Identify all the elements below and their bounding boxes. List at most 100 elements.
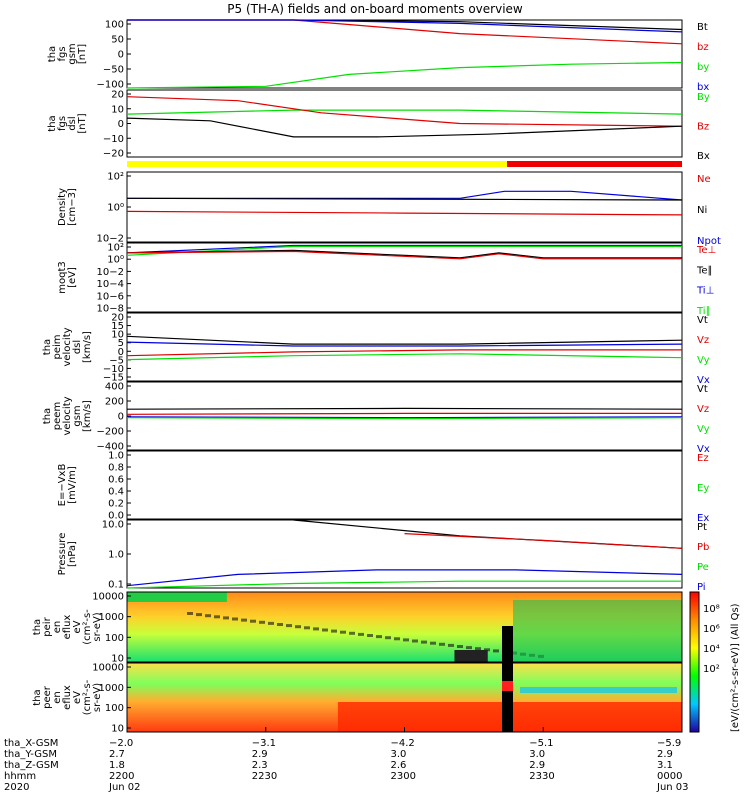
footer-row-label: tha_Y-GSM xyxy=(4,749,58,760)
series-ti∥-line xyxy=(126,245,682,256)
ion-spectrogram-speckle xyxy=(376,635,382,639)
ion-spectrogram-speckle xyxy=(430,641,436,645)
y-tick-label: 10−6 xyxy=(97,291,124,302)
series-bx-line xyxy=(126,117,683,138)
legend-entry: bx xyxy=(697,82,709,93)
y-tick-label: 20 xyxy=(111,313,124,324)
y-tick-label: 10−4 xyxy=(97,279,124,290)
colorbar-tick-label: 10⁶ xyxy=(703,624,720,635)
series-bz-line xyxy=(127,19,683,45)
series-by-line xyxy=(126,109,683,115)
ion-spectrogram-speckle xyxy=(466,646,472,650)
y-tick-label: 10 xyxy=(111,654,124,665)
ion-spectrogram-speckle xyxy=(340,630,346,634)
ion-spectrogram-gap xyxy=(502,626,513,662)
y-tick-label: −15 xyxy=(103,373,124,384)
panel-frame xyxy=(126,591,683,663)
y-axis-label: gsm xyxy=(72,405,83,426)
legend-entry: Ez xyxy=(697,453,709,464)
legend-entry: Vt xyxy=(697,384,708,395)
footer-value: Jun 02 xyxy=(109,782,141,793)
ion-spectrogram-speckle xyxy=(313,627,319,631)
y-axis-label: (cm²-s- xyxy=(82,679,93,715)
ion-spectrogram-speckle xyxy=(187,612,193,615)
y-axis-label: sr-eV) xyxy=(92,612,103,641)
colorbar xyxy=(689,591,700,733)
series-ti⊥-line xyxy=(126,244,682,254)
footer-value: 2.6 xyxy=(390,760,407,771)
ion-spectrogram-green xyxy=(513,600,682,662)
y-axis-label: eV xyxy=(72,691,83,704)
y-axis-label: peir xyxy=(42,616,53,636)
ion-spectrogram-speckle xyxy=(394,637,400,641)
y-axis-label: sr-eV) xyxy=(92,683,103,712)
footer-value: 1.8 xyxy=(109,760,125,771)
y-axis-label: velocity xyxy=(62,327,73,366)
series-vz-line xyxy=(126,349,682,357)
panel-frame xyxy=(126,312,683,382)
y-axis-label: tha xyxy=(32,689,43,705)
y-axis-label: dsl xyxy=(67,116,78,130)
series-bz-line xyxy=(126,96,683,127)
legend-entry: Npot xyxy=(697,236,721,247)
y-tick-label: 10² xyxy=(107,243,124,254)
colorbar-tick-label: 10⁴ xyxy=(703,644,720,655)
ion-spectrogram-speckle xyxy=(457,645,463,648)
ion-spectrogram-speckle xyxy=(493,649,499,653)
y-axis-label: [km/s] xyxy=(82,331,93,363)
y-tick-label: 100 xyxy=(105,703,124,714)
y-tick-label: 10⁰ xyxy=(107,255,124,266)
y-axis-label: peem xyxy=(52,402,63,430)
series-pe-line xyxy=(126,580,682,589)
footer-value: −4.2 xyxy=(390,738,415,749)
y-tick-label: 10000 xyxy=(92,663,124,674)
electron-spectrogram-gap xyxy=(502,663,513,732)
y-tick-label: 0 xyxy=(118,50,124,61)
legend-entry: Te⊥ xyxy=(696,245,716,256)
series-vx-line xyxy=(126,341,683,347)
legend-entry: Ey xyxy=(697,483,709,494)
y-tick-label: 50 xyxy=(111,35,124,46)
series-bx-line xyxy=(127,19,683,33)
y-axis-label: (cm²-s- xyxy=(82,609,93,645)
ion-spectrogram-speckle xyxy=(349,631,355,635)
ion-spectrogram-speckle xyxy=(196,613,202,617)
footer-row-label: hhmm xyxy=(4,771,37,782)
y-tick-label: 10 xyxy=(111,724,124,735)
y-tick-label: 200 xyxy=(105,397,124,408)
y-tick-label: 10.0 xyxy=(102,520,124,531)
ion-spectrogram-speckle xyxy=(358,632,364,636)
series-te∥-line xyxy=(126,249,682,259)
y-axis-label: [eV] xyxy=(67,267,78,288)
y-axis-label: gsm xyxy=(67,43,78,64)
legend-entry: Vx xyxy=(697,375,710,386)
y-tick-label: 0 xyxy=(118,412,124,423)
y-axis-label: eV xyxy=(72,620,83,633)
legend-entry: Vy xyxy=(697,355,710,366)
electron-spectrogram-band xyxy=(520,687,677,693)
series-pi-line xyxy=(126,569,683,587)
y-axis-label: Density xyxy=(57,188,68,226)
y-tick-label: 0 xyxy=(118,347,124,358)
y-axis-label: tha xyxy=(42,339,53,355)
y-tick-label: 15 xyxy=(111,321,124,332)
y-axis-label: tha xyxy=(42,408,53,424)
y-tick-label: 0.1 xyxy=(108,580,124,591)
ion-spectrogram-speckle xyxy=(286,624,292,628)
ion-spectrogram-speckle xyxy=(241,618,247,622)
footer-value: 2330 xyxy=(529,771,555,782)
y-tick-label: 1000 xyxy=(99,612,124,623)
y-tick-label: 400 xyxy=(105,382,124,393)
panel-frame xyxy=(126,381,683,451)
y-axis-label: [km/s] xyxy=(82,400,93,432)
y-axis-label: fgs xyxy=(57,116,68,131)
legend-entry: Vx xyxy=(697,444,710,455)
ion-spectrogram-speckle xyxy=(205,614,211,618)
legend-entry: Pe xyxy=(697,562,709,573)
y-tick-label: −100 xyxy=(97,80,124,91)
ion-spectrogram-speckle xyxy=(250,619,256,623)
footer-value: 3.1 xyxy=(657,760,673,771)
y-tick-label: −20 xyxy=(103,149,124,160)
ion-spectrogram-dark xyxy=(454,650,488,662)
